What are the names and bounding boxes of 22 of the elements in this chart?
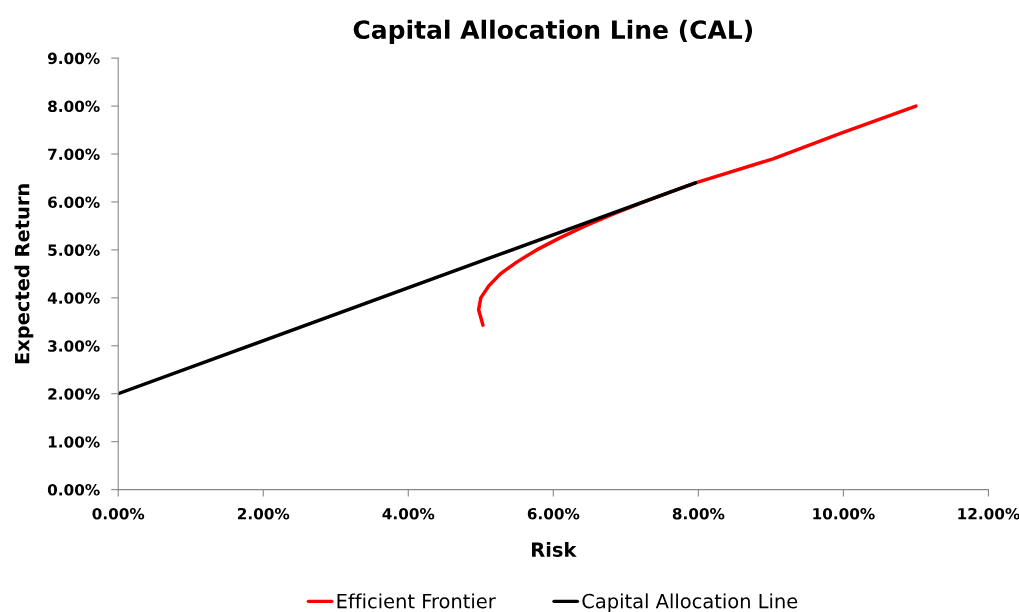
x-tick-label: 0.00%: [92, 507, 145, 520]
x-axis-title: Risk: [532, 541, 577, 557]
y-tick-label: 6.00%: [48, 196, 100, 208]
y-tick-label: 4.00%: [47, 292, 100, 304]
y-tick-label: 0.00%: [47, 484, 100, 496]
y-tick-label: 2.00%: [48, 388, 100, 400]
y-tick-label: 3.00%: [48, 340, 100, 352]
y-tick-label: 9.00%: [47, 52, 100, 65]
x-tick-label: 10.00%: [813, 507, 875, 520]
x-tick-label: 6.00%: [527, 507, 580, 520]
y-tick-label: 8.00%: [48, 100, 100, 113]
y-axis-title: Expected Return: [14, 184, 34, 364]
y-tick-label: 5.00%: [48, 244, 100, 256]
x-tick-label: 4.00%: [382, 507, 435, 520]
x-tick-label: 2.00%: [237, 507, 290, 520]
legend-label: Capital Allocation Line: [582, 593, 798, 612]
y-tick-label: 1.00%: [48, 436, 100, 448]
x-tick-label: 12.00%: [958, 507, 1019, 520]
x-tick-label: 8.00%: [672, 507, 725, 520]
legend-label: Efficient Frontier: [337, 593, 496, 609]
chart-title: Capital Allocation Line (CAL): [353, 19, 753, 44]
y-tick-label: 7.00%: [48, 148, 100, 161]
